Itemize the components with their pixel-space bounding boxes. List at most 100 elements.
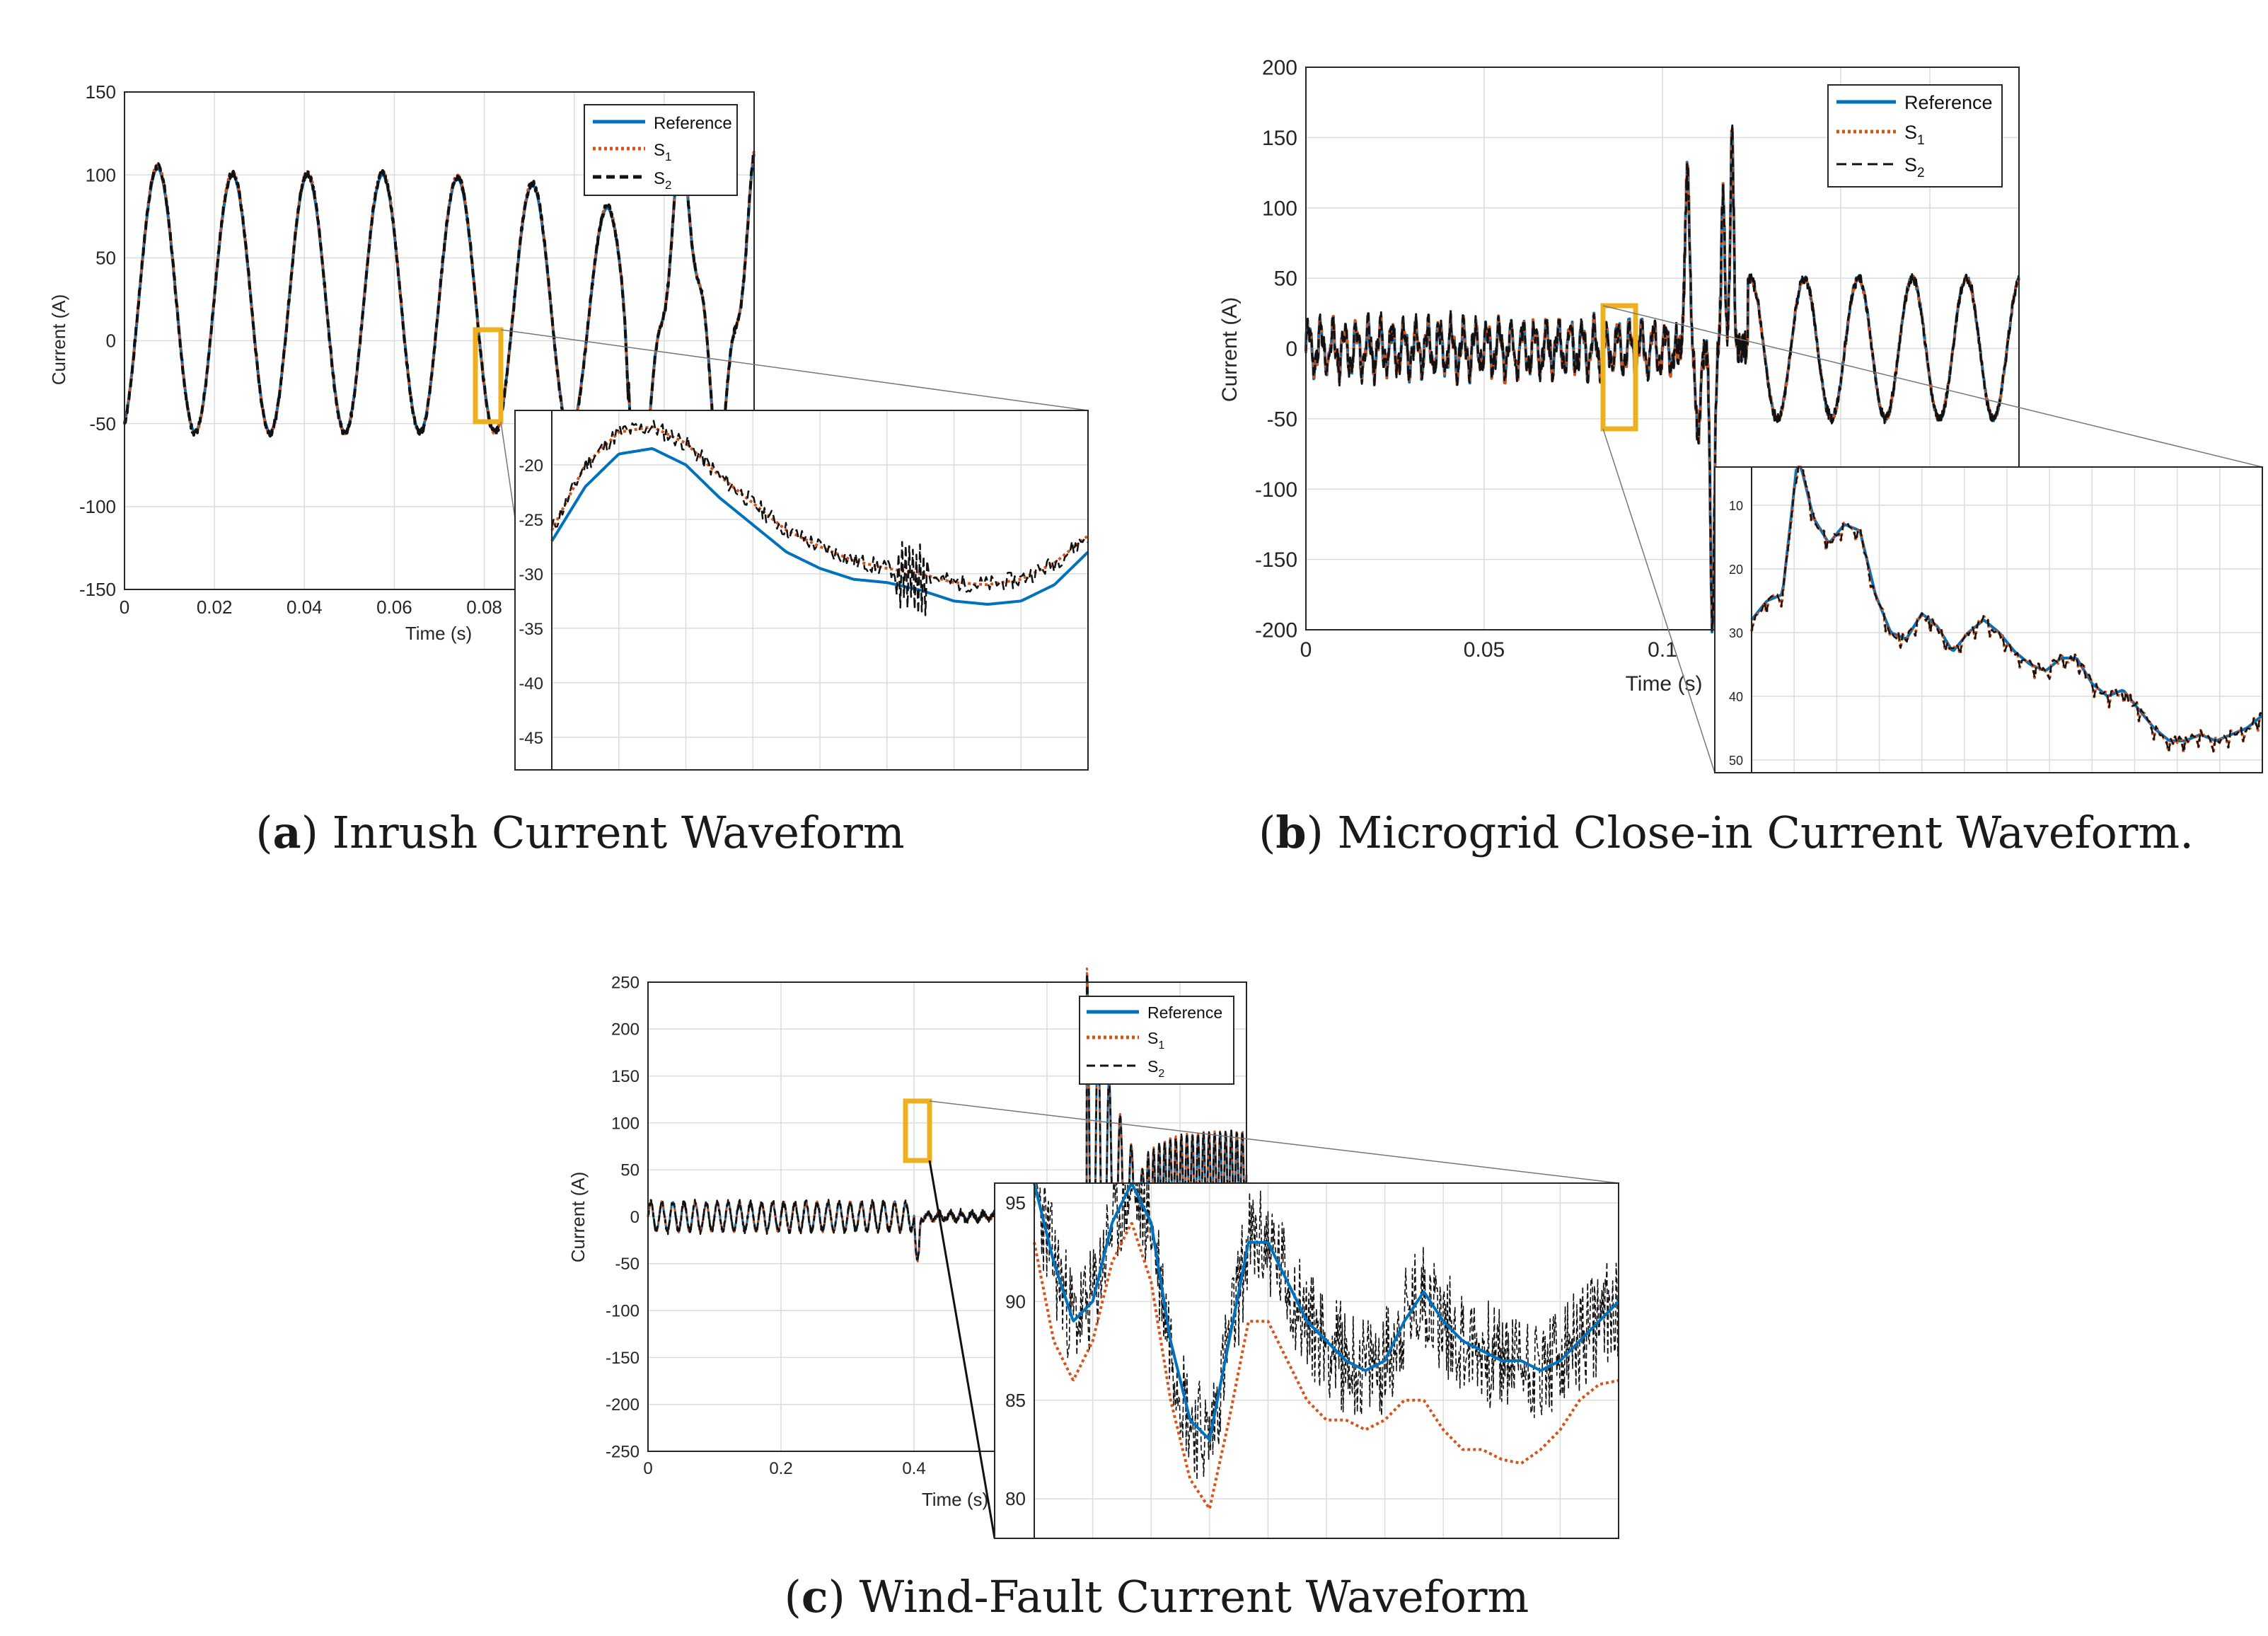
a-inset-ytick-label: -25 [519,511,543,530]
b-ytick-label: 0 [1285,338,1297,361]
a-xtick-label: 0.02 [197,597,233,618]
b-series [1304,124,2020,634]
b-ytick-label: -200 [1255,619,1297,643]
b-inset-ytick-label: 30 [1729,626,1743,640]
c-legend-s2-label: S2 [1147,1057,1164,1080]
b-connector-bottom [1602,428,1716,773]
c-inset-tick-labels: 95 90 85 80 [1005,1192,1026,1509]
b-ytick-label: -100 [1255,478,1297,502]
c-ytick-label: -200 [606,1395,640,1415]
a-inset-ytick-label: -35 [519,620,543,639]
a-ytick-label: -50 [89,413,116,434]
c-connector-top [929,1100,1619,1184]
c-inset-reference-line [1033,1182,1620,1441]
c-xtick-label: 0.4 [902,1459,925,1478]
a-xlabel: Time (s) [405,623,472,644]
c-inset: 95 90 85 80 [994,1182,1620,1539]
b-axes-frame [1305,67,2020,630]
a-ytick-label: 0 [106,330,116,352]
b-s2-line [1304,124,2020,632]
c-ytick-label: 200 [611,1020,640,1039]
c-caption: (c) Wind-Fault Current Waveform [785,1571,1529,1623]
a-inset-tick-labels: -20 -25 -30 -35 -40 -45 [519,456,543,748]
a-ylabel: Current (A) [48,294,69,386]
b-inset-ytick-label: 40 [1729,690,1743,704]
b-ytick-label: -50 [1267,408,1297,431]
a-xtick-label: 0.08 [466,597,502,618]
a-ytick-label: -150 [79,579,116,600]
b-inset-ytick-label: 50 [1729,754,1743,768]
c-ytick-label: -50 [615,1255,640,1274]
c-xtick-label: 0.2 [769,1459,792,1478]
c-xlabel: Time (s) [922,1489,988,1510]
a-caption: (a) Inrush Current Waveform [255,807,904,858]
a-inset-reference-line [550,447,1089,606]
b-ytick-label: 50 [1274,267,1297,291]
a-ytick-label: 150 [86,81,116,103]
b-zoom-box [1600,303,1638,432]
c-ytick-label: -100 [606,1302,640,1321]
a-inset-series [550,420,1089,616]
a-xtick-label: 0.06 [376,597,412,618]
c-inset-ytick-label: 80 [1005,1488,1026,1509]
b-inset-series [1750,466,2264,754]
b-ylabel: Current (A) [1218,297,1242,402]
c-inset-s1-line [1033,1222,1619,1511]
c-inset-ytick-label: 85 [1005,1390,1026,1411]
b-connector-top [1602,305,2263,468]
a-legend-s2-label: S2 [654,169,671,192]
c-ytick-label: -250 [606,1442,640,1461]
b-ytick-label: 200 [1262,57,1297,80]
b-inset-ytick-label: 20 [1729,563,1743,577]
b-inset-ytick-label: 10 [1729,499,1743,513]
b-inset-tick-labels: 10 20 30 40 50 [1729,499,1743,768]
a-legend-ref-label: Reference [654,114,732,133]
c-inset-series [1033,1182,1620,1511]
c-inset-ytick-label: 95 [1005,1192,1026,1214]
c-inset-ytick-label: 90 [1005,1291,1026,1312]
a-zoom-box [473,327,504,425]
b-inset: 10 20 30 40 50 [1714,466,2264,773]
c-ytick-label: 100 [611,1114,640,1133]
b-inset-grid [1752,467,2262,773]
b-legend-ref-label: Reference [1904,92,1993,113]
b-ytick-label: 100 [1262,197,1297,220]
a-legend-s1-label: S1 [654,141,671,163]
b-inset-s2-line [1750,466,2263,754]
a-inset-ytick-label: -30 [519,565,543,584]
a-inset: -20 -25 -30 -35 -40 -45 [514,410,1089,771]
a-axes-frame [124,91,755,590]
c-ytick-label: 150 [611,1067,640,1086]
c-inset-grid [1034,1183,1619,1538]
b-xlabel: Time (s) [1626,672,1703,696]
b-legend: Reference S1 S2 [1827,84,2003,188]
b-caption: (b) Microgrid Close-in Current Waveform. [1259,807,2194,858]
c-legend-ref-label: Reference [1147,1003,1222,1022]
a-inset-grid [552,410,1088,770]
c-ytick-label: 250 [611,973,640,992]
c-legend-s1-label: S1 [1147,1029,1164,1052]
b-inset-s1-line [1750,466,2263,754]
c-ytick-label: 50 [620,1161,640,1180]
a-legend: Reference S1 S2 [584,104,738,196]
c-connector-bottom [928,1160,996,1539]
c-ytick-label: 0 [630,1208,640,1227]
a-ytick-label: 50 [96,247,116,268]
a-connector-top [500,329,1089,411]
b-xtick-label: 0.05 [1464,638,1505,662]
b-ytick-label: 150 [1262,127,1297,150]
a-inset-ytick-label: -20 [519,456,543,476]
c-inset-s2-line [1034,1182,1619,1481]
a-ytick-label: -100 [79,496,116,517]
a-inset-ytick-label: -45 [519,729,543,748]
c-legend: Reference S1 S2 [1079,996,1234,1085]
b-legend-s2-label: S2 [1904,154,1925,180]
b-xtick-label: 0 [1300,638,1312,662]
b-legend-s1-label: S1 [1904,122,1925,148]
